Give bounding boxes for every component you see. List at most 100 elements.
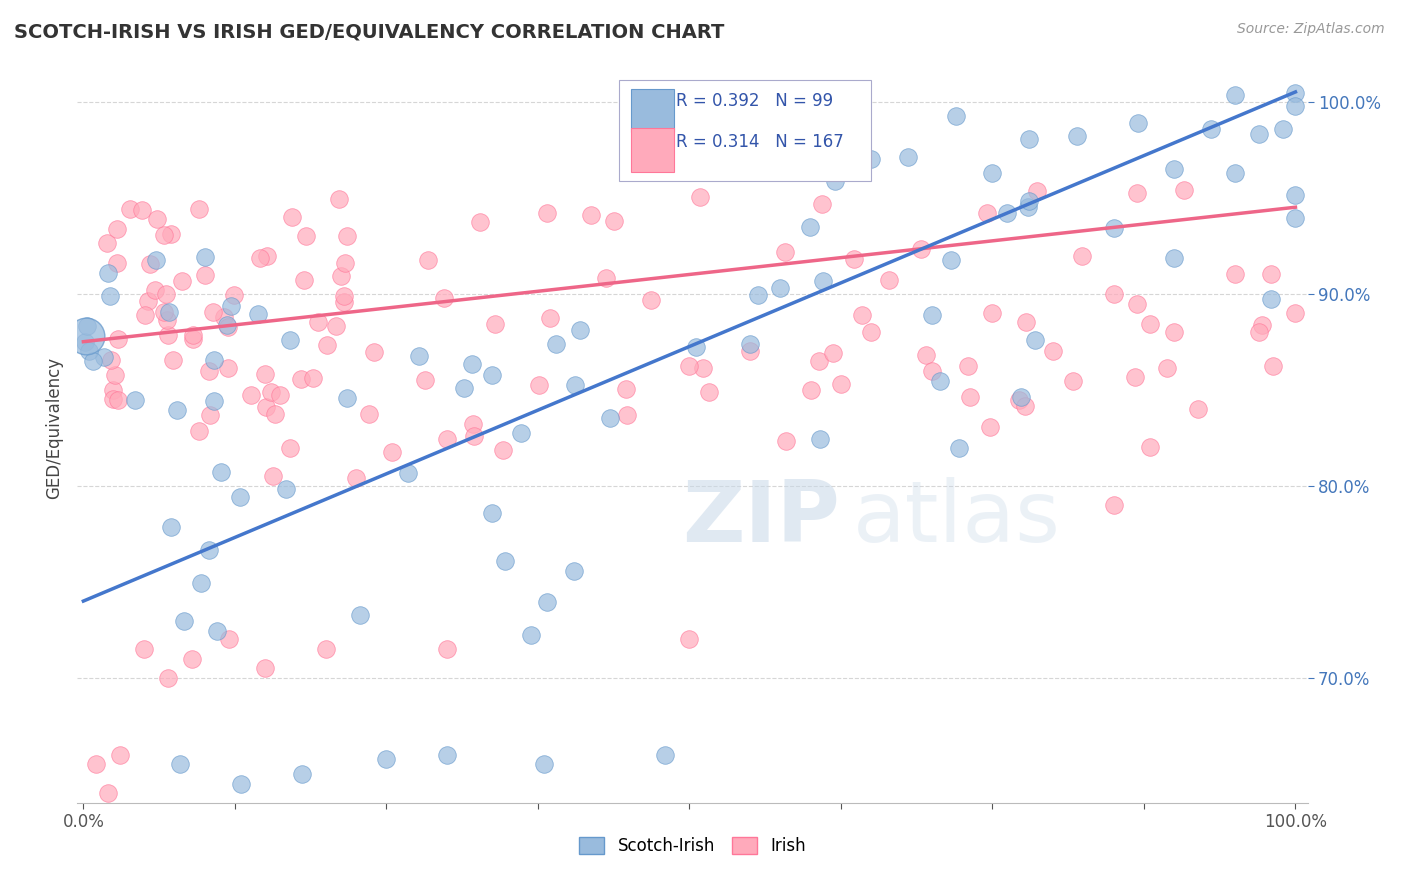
Point bbox=[173, 614, 195, 628]
Point bbox=[79, 344, 101, 359]
Point bbox=[492, 442, 515, 457]
Point bbox=[1173, 183, 1195, 197]
Point bbox=[120, 202, 142, 216]
Point bbox=[315, 337, 337, 351]
Point bbox=[181, 651, 204, 665]
Point bbox=[538, 310, 561, 325]
Point bbox=[823, 345, 845, 359]
Point bbox=[654, 747, 676, 762]
Point bbox=[799, 220, 821, 235]
Point bbox=[981, 306, 1004, 320]
Point bbox=[375, 751, 398, 765]
Point bbox=[280, 441, 302, 455]
Point bbox=[222, 288, 245, 302]
Point bbox=[254, 401, 277, 415]
Point bbox=[959, 390, 981, 404]
Text: Source: ZipAtlas.com: Source: ZipAtlas.com bbox=[1237, 22, 1385, 37]
Point bbox=[181, 332, 204, 346]
Point bbox=[1223, 88, 1246, 103]
Point bbox=[246, 307, 269, 321]
FancyBboxPatch shape bbox=[631, 88, 673, 132]
Point bbox=[330, 269, 353, 284]
Legend: Scotch-Irish, Irish: Scotch-Irish, Irish bbox=[572, 830, 813, 862]
Point bbox=[201, 305, 224, 319]
Point bbox=[333, 289, 356, 303]
Point bbox=[536, 206, 558, 220]
Point bbox=[1024, 334, 1046, 348]
Point bbox=[641, 164, 664, 178]
Point bbox=[260, 384, 283, 399]
Point bbox=[1062, 374, 1084, 388]
Point bbox=[104, 368, 127, 382]
Point bbox=[1156, 360, 1178, 375]
Point bbox=[162, 352, 184, 367]
Point bbox=[1017, 200, 1039, 214]
Point bbox=[107, 393, 129, 408]
Point bbox=[138, 257, 160, 271]
Point bbox=[689, 189, 711, 203]
Point bbox=[100, 353, 122, 368]
Point bbox=[157, 327, 180, 342]
Point bbox=[811, 196, 834, 211]
Point bbox=[218, 632, 240, 647]
Point bbox=[564, 377, 586, 392]
FancyBboxPatch shape bbox=[631, 128, 673, 172]
Point bbox=[97, 786, 120, 800]
Point bbox=[262, 469, 284, 483]
Point bbox=[1260, 293, 1282, 307]
Point bbox=[269, 387, 291, 401]
Point bbox=[325, 319, 347, 334]
Point bbox=[156, 312, 179, 326]
Point bbox=[481, 507, 503, 521]
Point bbox=[494, 553, 516, 567]
Point bbox=[181, 328, 204, 343]
Point bbox=[914, 348, 936, 362]
Point bbox=[202, 393, 225, 408]
Point bbox=[599, 411, 621, 425]
Point bbox=[995, 205, 1018, 219]
Point bbox=[198, 408, 221, 422]
Point bbox=[146, 212, 169, 227]
Point bbox=[1018, 194, 1040, 208]
Point bbox=[155, 287, 177, 301]
Point bbox=[533, 757, 555, 772]
Point bbox=[808, 354, 831, 368]
Point bbox=[945, 108, 967, 122]
Point bbox=[536, 595, 558, 609]
Point bbox=[436, 747, 458, 762]
Point bbox=[1125, 297, 1147, 311]
Point bbox=[614, 382, 637, 396]
Point bbox=[217, 361, 239, 376]
Point bbox=[1249, 127, 1271, 141]
Point bbox=[1139, 317, 1161, 331]
Point bbox=[1284, 211, 1306, 225]
Point bbox=[153, 305, 176, 319]
Point bbox=[824, 174, 846, 188]
Point bbox=[280, 210, 302, 224]
Point bbox=[461, 417, 484, 431]
Point bbox=[190, 575, 212, 590]
Point bbox=[976, 206, 998, 220]
Point bbox=[328, 192, 350, 206]
Point bbox=[315, 642, 337, 657]
Point bbox=[1223, 268, 1246, 282]
Point bbox=[344, 471, 367, 485]
Point bbox=[851, 308, 873, 322]
Point bbox=[775, 112, 797, 126]
Point bbox=[692, 361, 714, 376]
Point bbox=[877, 273, 900, 287]
Point bbox=[699, 384, 721, 399]
Point bbox=[172, 274, 194, 288]
Point bbox=[1260, 268, 1282, 282]
Point bbox=[813, 274, 835, 288]
Point bbox=[290, 372, 312, 386]
Point bbox=[747, 288, 769, 302]
Point bbox=[602, 214, 624, 228]
Point bbox=[194, 250, 217, 264]
Point bbox=[198, 543, 221, 558]
Point bbox=[461, 358, 484, 372]
Point bbox=[1187, 401, 1209, 416]
Point bbox=[205, 624, 228, 639]
Point bbox=[333, 256, 356, 270]
Point bbox=[897, 150, 920, 164]
